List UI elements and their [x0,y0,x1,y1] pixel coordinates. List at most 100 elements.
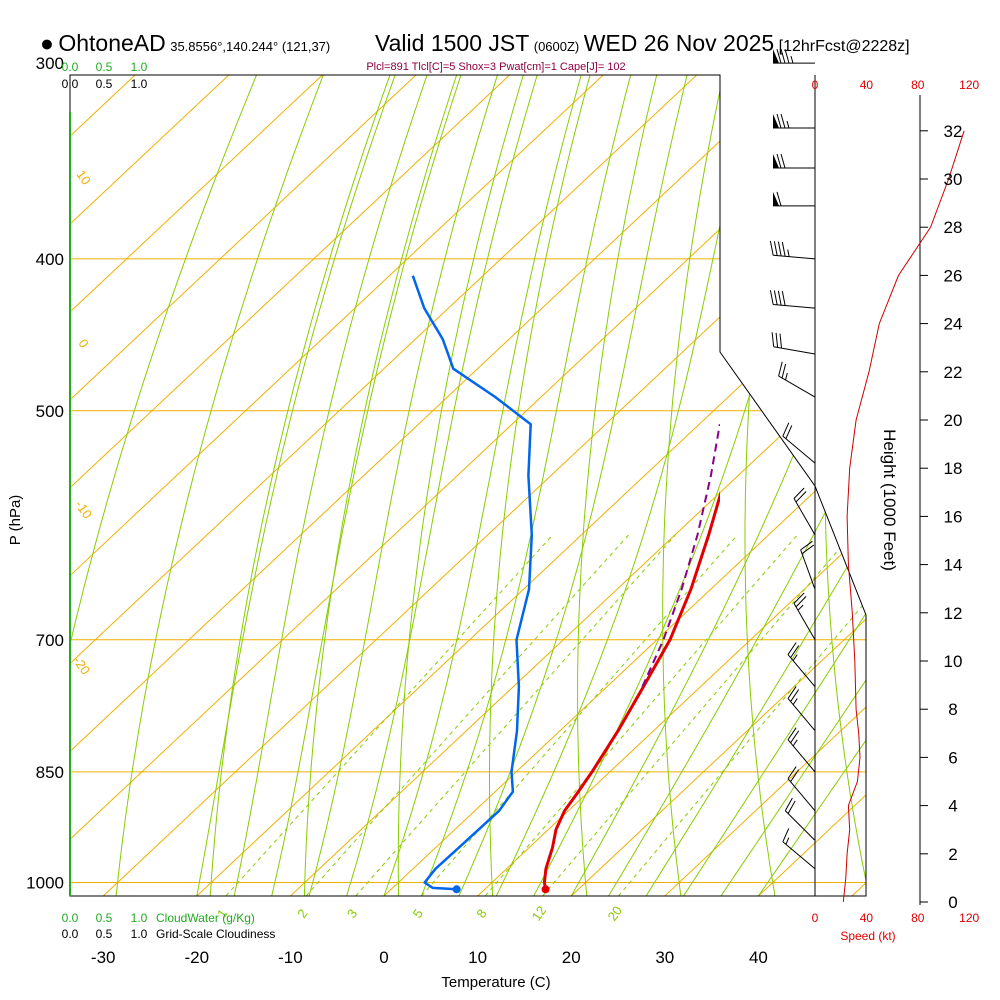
wind-barb [793,487,816,536]
temperature-tick-label: -20 [185,948,210,967]
wind-barb-flag [775,332,779,348]
wind-barb-staff [773,303,816,309]
cloudwater-bottom-label: 1.0 [131,911,148,925]
cloudiness-bottom-label: 0.0 [62,927,79,941]
station-name: OhtoneAD [58,30,166,56]
isotherm-label: 0 [75,336,91,351]
y-axis-title: P (hPa) [7,495,24,546]
wind-barb [769,240,816,260]
wind-barb-staff [800,549,816,590]
moist-adiabat-line [533,75,859,896]
mixing-ratio-line [421,534,738,896]
cloudiness-top-label: 0.0 [62,77,79,91]
wind-barb-staff [787,698,816,731]
cloudwater-top-label: 0.0 [62,60,79,74]
wind-barb-half-flag [797,604,804,611]
wind-barb-flag [784,48,790,64]
wind-barb-flag [787,766,797,779]
wind-barb-flag [776,113,782,129]
wind-barb-flag [787,727,797,741]
isotherm-line [383,75,866,896]
wind-barb [787,686,816,731]
station-marker-icon: ● [40,30,54,56]
moist-adiabat-line [720,75,866,896]
wind-barb-flag [787,686,797,699]
x-axis-title: Temperature (C) [441,974,550,991]
wind-barb-pennant [773,49,779,64]
moist-adiabat-line [308,75,544,896]
moist-adiabat-line [645,75,866,896]
isotherm-line [70,75,468,896]
mixing-ratio-line [542,534,852,896]
surface-temperature-marker [541,885,550,894]
mixing-ratio-label: 20 [605,903,626,923]
wind-barb-half-flag [786,120,790,129]
wind-barb-half-flag [785,372,788,381]
wind-barb-flag [790,730,800,744]
isotherm-line [102,75,866,896]
isotherm-line [851,75,866,896]
wind-barb-half-flag [792,739,798,747]
wind-speed-tick-top: 40 [860,78,874,92]
dry-adiabat-line [209,75,442,896]
wind-barb-flag [782,828,790,842]
wind-barb-staff [782,841,816,870]
cloudiness-top-label: 0.5 [96,77,113,91]
dry-adiabat-line [397,75,568,896]
isotherm-label: -20 [70,653,93,677]
wind-barb [787,642,816,688]
valid-bar: Valid 1500 JST (0600Z) WED 26 Nov 2025 [… [375,30,910,57]
temperature-tick-label: 20 [562,948,581,967]
wind-barb-staff [787,654,816,688]
wind-barb-flag [781,363,787,379]
mixing-ratio-line [305,534,629,896]
wind-barb-flag [782,422,790,437]
temperature-tick-label: 30 [655,948,674,967]
height-tick-label: 6 [948,748,957,767]
wind-barb [784,797,816,841]
moist-adiabat-line [383,75,623,896]
moist-adiabat-line [271,75,510,896]
moist-adiabat-line [458,75,724,896]
isotherm-line [196,75,866,896]
isotherm-line [664,75,866,896]
height-tick-label: 10 [944,652,963,671]
isotherm-line [70,75,655,896]
wind-barb-flag [793,592,805,604]
cloudiness-top-label: 1.0 [131,77,148,91]
wind-barb-flag [780,113,786,129]
wind-barb-half-flag [787,249,790,257]
wind-barb-flag [769,240,774,256]
wind-barb [800,540,816,590]
isotherm-line [570,75,866,896]
wind-barb-pennant [773,113,779,128]
isotherm-label: -10 [72,497,95,521]
wind-barb-flag [776,153,782,169]
wind-barb-flag [779,333,783,349]
height-tick-label: 4 [948,797,957,816]
plot-frame [69,74,867,897]
wind-barb-half-flag [792,654,798,661]
wind-barb-flag [771,332,775,347]
wind-barb-flag [776,191,782,206]
wind-barb-staff [793,603,816,641]
title-bar: ● OhtoneAD 35.8556°,140.244° (121,37) [40,30,330,57]
wind-speed-tick-bottom: 80 [911,911,925,925]
wind-barb [793,592,816,641]
height-tick-label: 32 [944,122,963,141]
moist-adiabat-line [608,75,866,896]
dry-adiabat-line [824,75,866,896]
moist-adiabat-line [570,75,866,896]
mixing-ratio-label: 12 [529,903,550,923]
mixing-ratio-line [618,534,866,896]
pressure-tick-label: 700 [36,631,64,650]
wind-barb-pennant [773,191,779,206]
height-tick-label: 24 [944,315,963,334]
isotherm-line [70,75,562,896]
height-tick-label: 28 [944,218,963,237]
wind-barb-flag [793,487,805,499]
wind-barb-half-flag [790,55,794,64]
mixing-ratio-line [355,534,676,896]
pressure-tick-label: 850 [36,763,64,782]
